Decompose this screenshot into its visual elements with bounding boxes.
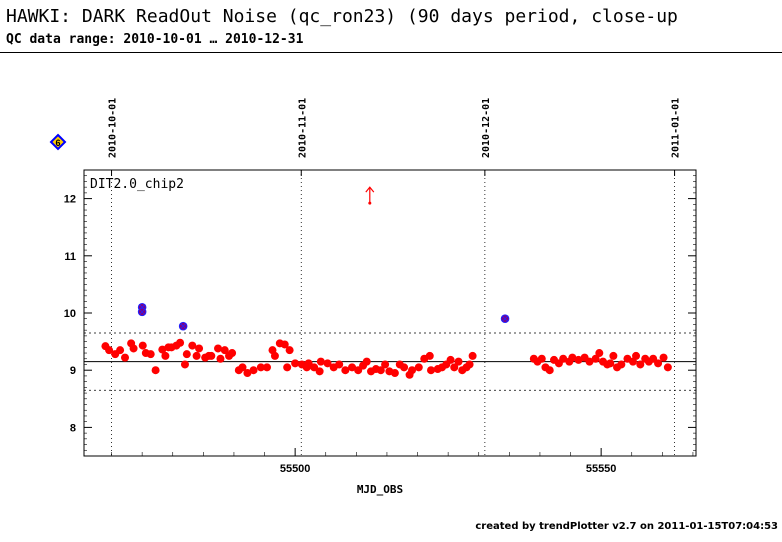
y-tick-label: 11 <box>64 251 76 263</box>
data-point <box>659 353 668 362</box>
data-point <box>280 340 289 349</box>
data-point <box>176 338 185 347</box>
data-point <box>408 366 417 375</box>
data-point <box>465 360 474 369</box>
data-point <box>151 366 160 375</box>
data-point <box>414 363 423 372</box>
data-point <box>220 346 229 355</box>
chart-title: HAWKI: DARK ReadOut Noise (qc_ron23) (90… <box>6 6 678 27</box>
data-point <box>262 363 271 372</box>
data-point <box>427 366 436 375</box>
data-point <box>180 360 189 369</box>
outlier-cross <box>179 322 187 330</box>
data-point <box>606 359 615 368</box>
data-point <box>129 344 138 353</box>
data-point <box>216 354 225 363</box>
chart-subtitle: QC data range: 2010-10-01 … 2010-12-31 <box>6 32 304 47</box>
data-point <box>617 360 626 369</box>
data-point <box>390 369 399 378</box>
data-point <box>243 369 252 378</box>
diamond-marker-icon: 6 <box>49 133 67 151</box>
data-point <box>559 354 568 363</box>
outlier-cross <box>501 315 509 323</box>
y-tick-label: 10 <box>64 308 76 320</box>
marker-diamond <box>49 133 67 151</box>
y-tick-label: 12 <box>64 194 76 206</box>
data-point <box>348 363 357 372</box>
data-point <box>450 363 459 372</box>
data-point <box>182 350 191 359</box>
data-point <box>310 363 319 372</box>
marker-label: 6 <box>55 138 60 148</box>
data-point <box>381 360 390 369</box>
y-tick-label: 8 <box>70 422 76 434</box>
data-point <box>249 366 258 375</box>
data-point <box>545 366 554 375</box>
data-point <box>341 366 350 375</box>
outlier-cross <box>138 308 146 316</box>
x-axis-label: MJD_OBS <box>357 483 403 496</box>
data-point <box>158 345 167 354</box>
data-point <box>105 346 114 355</box>
y-tick-label: 9 <box>70 365 76 377</box>
data-point <box>468 351 477 360</box>
data-point <box>270 351 279 360</box>
data-point <box>315 367 324 376</box>
data-point <box>214 344 223 353</box>
date-tick-label: 2010-10-01 <box>108 98 119 158</box>
data-point <box>256 363 265 372</box>
plot-frame <box>83 169 697 457</box>
data-point <box>595 349 604 358</box>
data-point <box>446 355 455 364</box>
data-point <box>316 357 325 366</box>
data-point <box>454 357 463 366</box>
header-divider <box>0 52 782 53</box>
data-point <box>161 351 170 360</box>
data-point <box>138 341 147 350</box>
data-point <box>574 355 583 364</box>
data-point <box>207 351 216 360</box>
data-point <box>654 359 663 368</box>
data-point <box>146 350 155 359</box>
data-point <box>335 360 344 369</box>
data-point <box>376 366 385 375</box>
data-point <box>362 357 371 366</box>
data-point <box>121 353 130 362</box>
off-scale-point <box>368 201 372 205</box>
data-point <box>585 357 594 366</box>
data-point <box>304 359 313 368</box>
data-point <box>425 351 434 360</box>
data-point <box>188 341 197 350</box>
data-point <box>568 353 577 362</box>
plot-area: 2010-10-01 2010-11-01 2010-12-01 2011-01-01… <box>64 98 697 475</box>
data-point <box>285 346 294 355</box>
date-tick-label: 2011-01-01 <box>671 98 682 158</box>
x-tick-label: 55550 <box>586 463 617 475</box>
data-point <box>400 363 409 372</box>
data-point <box>283 363 292 372</box>
data-point <box>192 351 201 360</box>
data-point <box>537 354 546 363</box>
data-point <box>228 349 237 358</box>
data-point <box>195 344 204 353</box>
data-point <box>238 363 247 372</box>
data-point <box>323 359 332 368</box>
data-point <box>116 346 125 355</box>
data-point <box>663 363 672 372</box>
date-tick-label: 2010-11-01 <box>297 98 308 158</box>
data-point <box>291 359 300 368</box>
footer-credit: created by trendPlotter v2.7 on 2011-01-… <box>475 521 778 532</box>
data-point <box>632 351 641 360</box>
data-point <box>609 351 618 360</box>
off-scale-arrowhead <box>365 186 375 193</box>
x-tick-label: 55500 <box>280 463 311 475</box>
data-point <box>636 360 645 369</box>
date-tick-label: 2010-12-01 <box>481 98 492 158</box>
data-point <box>591 354 600 363</box>
panel-label: DIT2.0_chip2 <box>90 177 184 192</box>
